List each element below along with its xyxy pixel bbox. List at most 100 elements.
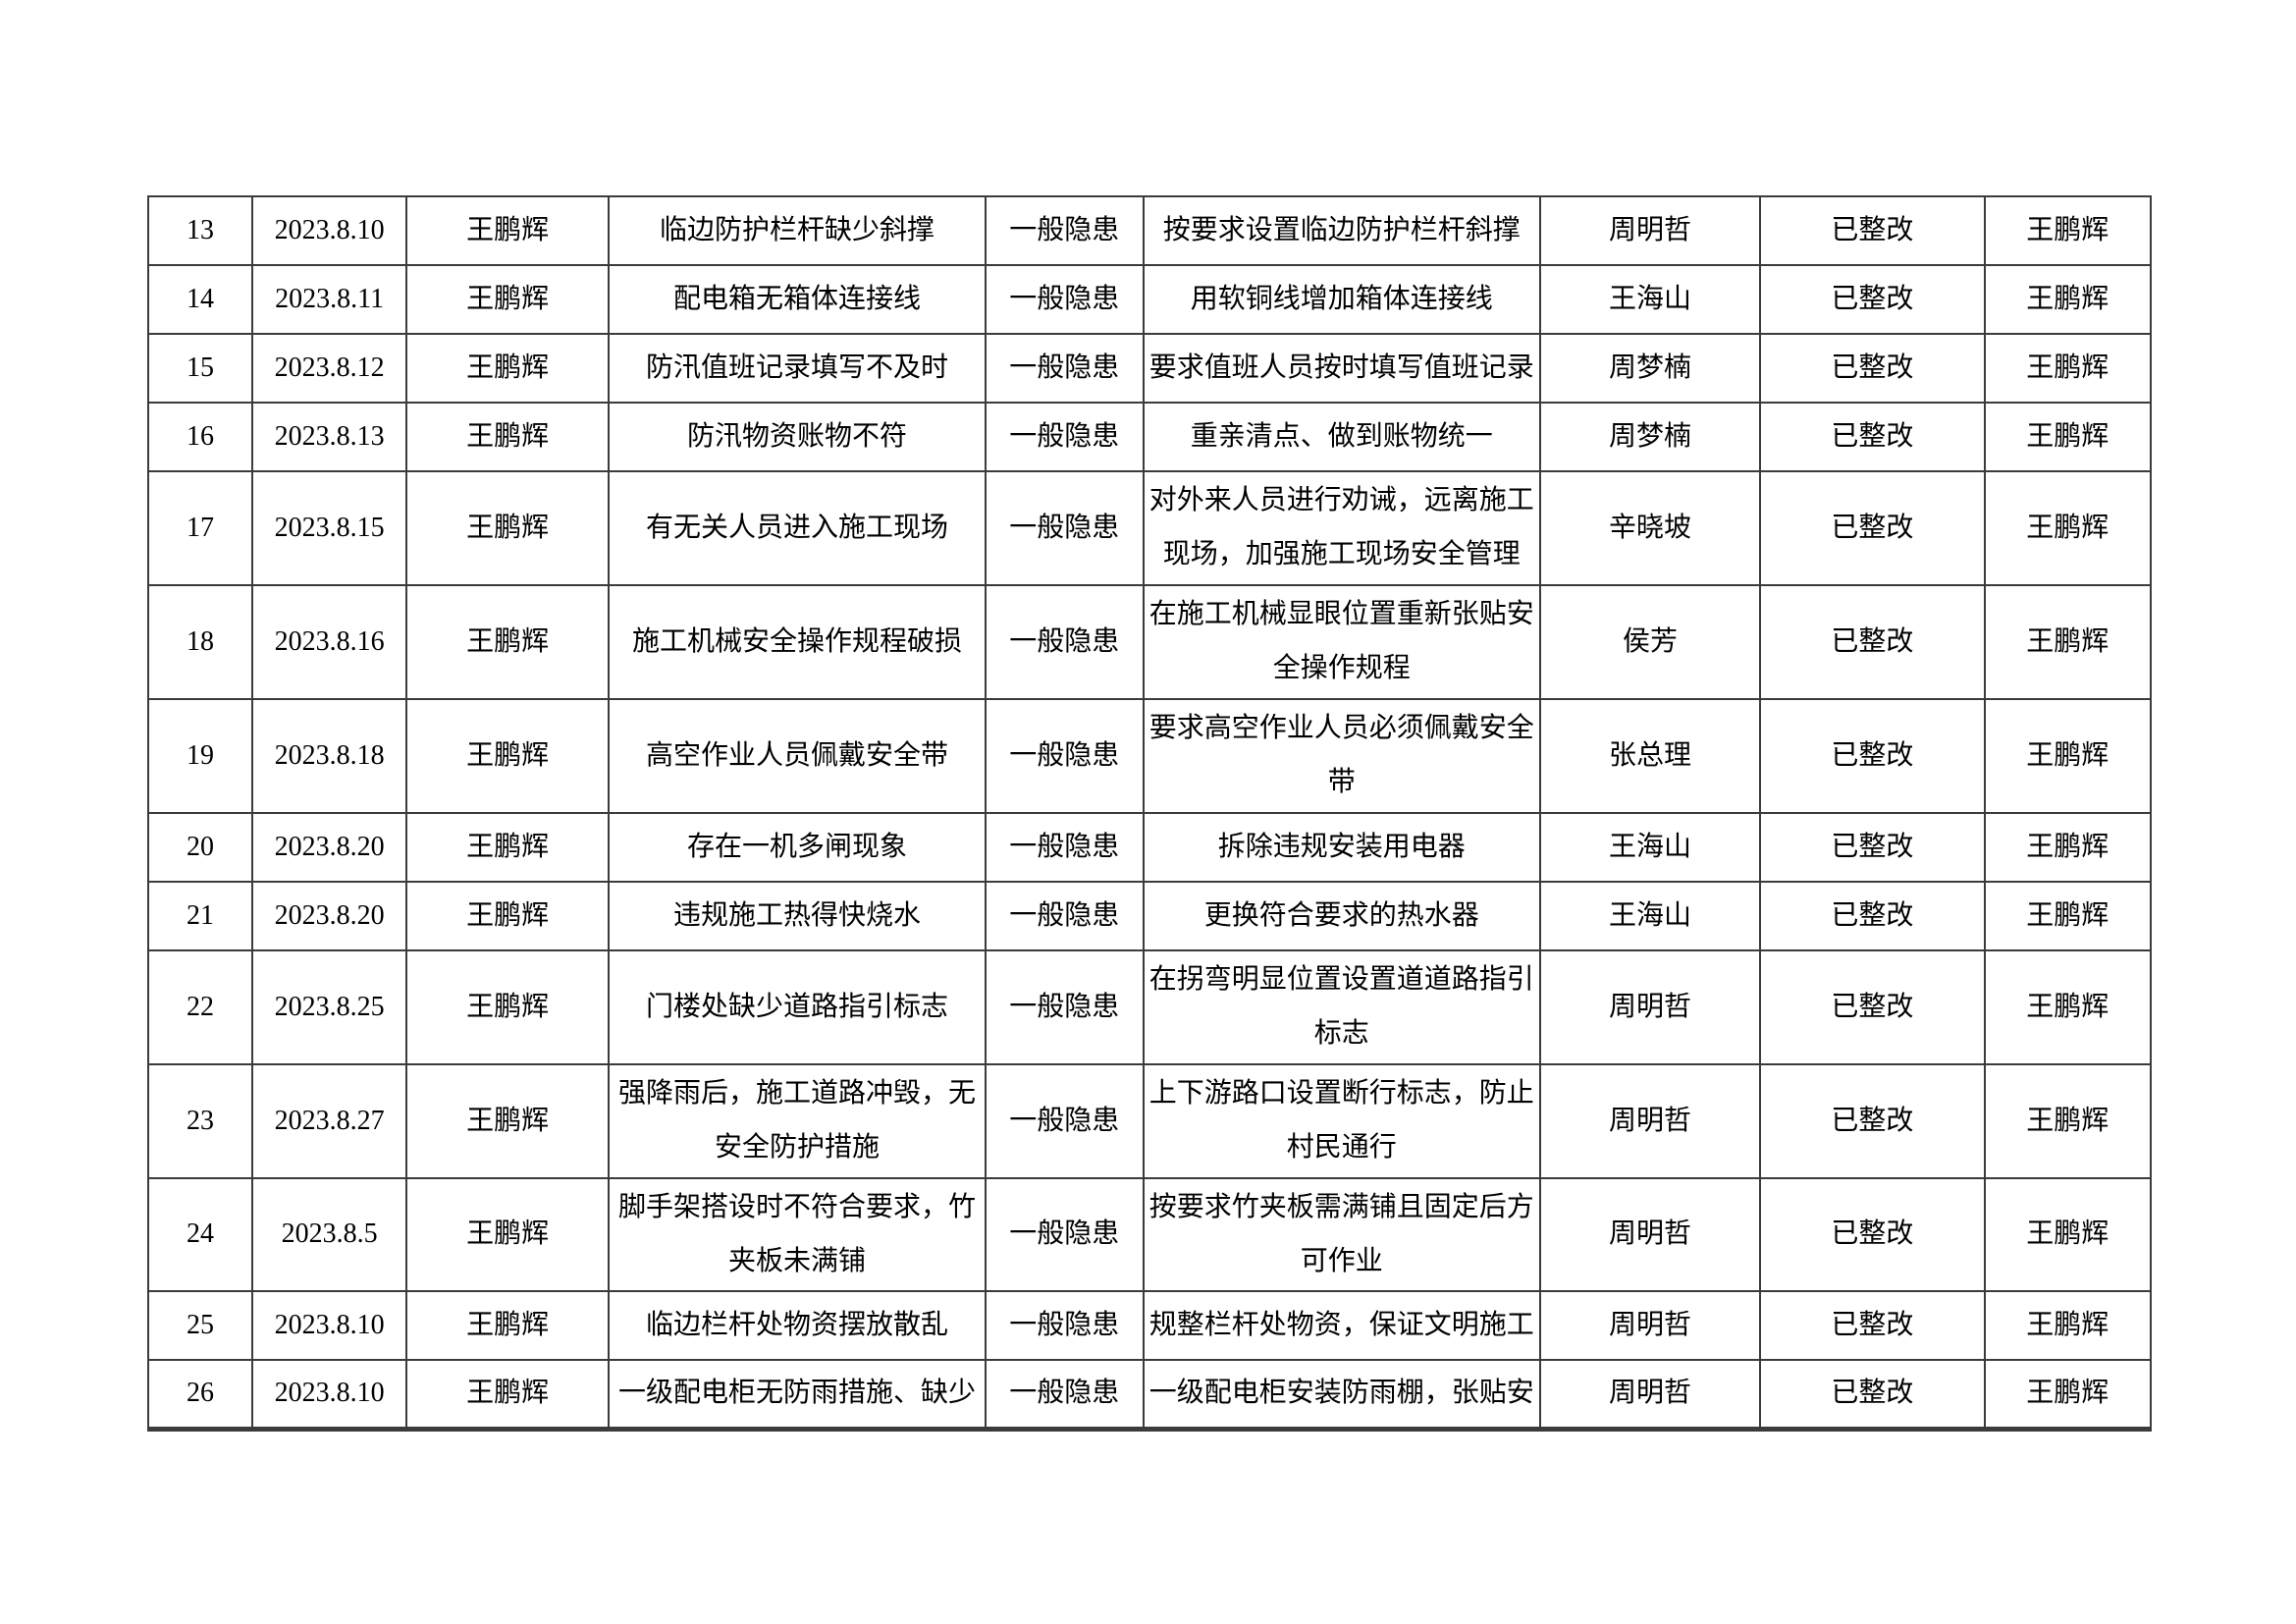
cell-rectification-measure: 拆除违规安装用电器 [1142, 812, 1541, 883]
cell-rectification-status: 已整改 [1759, 470, 1986, 586]
cell-check-date: 2023.8.27 [251, 1063, 408, 1179]
cell-hazard-description: 配电箱无箱体连接线 [608, 264, 987, 335]
cell-hazard-level: 一般隐患 [984, 264, 1145, 335]
cell-row-number: 16 [146, 402, 254, 472]
cell-row-number: 15 [146, 333, 254, 404]
cell-inspector: 王鹏辉 [405, 333, 611, 404]
cell-inspector: 王鹏辉 [405, 812, 611, 883]
cell-rectification-status: 已整改 [1759, 1290, 1986, 1362]
cell-rectification-measure: 要求高空作业人员必须佩戴安全带 [1142, 698, 1541, 814]
cell-row-number: 25 [146, 1290, 254, 1362]
cell-hazard-description: 违规施工热得快烧水 [608, 881, 987, 951]
cell-check-date: 2023.8.10 [251, 1290, 408, 1362]
cell-responsible-person: 周明哲 [1538, 1290, 1762, 1362]
table-row: 19 2023.8.18 王鹏辉 高空作业人员佩戴安全带 一般隐患 要求高空作业… [146, 698, 2153, 814]
cell-rectification-status: 已整改 [1759, 1063, 1986, 1179]
cell-check-date: 2023.8.10 [251, 1359, 408, 1432]
cell-check-date: 2023.8.25 [251, 949, 408, 1065]
cell-hazard-description: 有无关人员进入施工现场 [608, 470, 987, 586]
cell-check-date: 2023.8.10 [251, 195, 408, 266]
cell-hazard-description: 防汛值班记录填写不及时 [608, 333, 987, 404]
cell-inspector: 王鹏辉 [405, 402, 611, 472]
table-row: 16 2023.8.13 王鹏辉 防汛物资账物不符 一般隐患 重亲清点、做到账物… [146, 402, 2153, 472]
cell-inspector: 王鹏辉 [405, 264, 611, 335]
cell-verifier: 王鹏辉 [1983, 812, 2153, 883]
cell-verifier: 王鹏辉 [1983, 584, 2153, 700]
cell-verifier: 王鹏辉 [1983, 195, 2153, 266]
cell-verifier: 王鹏辉 [1983, 881, 2153, 951]
table-row: 24 2023.8.5 王鹏辉 脚手架搭设时不符合要求，竹夹板未满铺 一般隐患 … [146, 1176, 2153, 1293]
cell-hazard-level: 一般隐患 [984, 1290, 1145, 1362]
cell-hazard-level: 一般隐患 [984, 1176, 1145, 1293]
table-row: 26 2023.8.10 王鹏辉 一级配电柜无防雨措施、缺少 一般隐患 一级配电… [146, 1359, 2153, 1432]
cell-row-number: 23 [146, 1063, 254, 1179]
cell-verifier: 王鹏辉 [1983, 949, 2153, 1065]
cell-check-date: 2023.8.18 [251, 698, 408, 814]
cell-responsible-person: 周梦楠 [1538, 402, 1762, 472]
cell-rectification-status: 已整改 [1759, 1359, 1986, 1432]
cell-hazard-level: 一般隐患 [984, 402, 1145, 472]
table-row: 17 2023.8.15 王鹏辉 有无关人员进入施工现场 一般隐患 对外来人员进… [146, 470, 2153, 586]
cell-row-number: 22 [146, 949, 254, 1065]
cell-inspector: 王鹏辉 [405, 1063, 611, 1179]
cell-rectification-measure: 更换符合要求的热水器 [1142, 881, 1541, 951]
hazard-log-table: 13 2023.8.10 王鹏辉 临边防护栏杆缺少斜撑 一般隐患 按要求设置临边… [146, 195, 2153, 1432]
cell-check-date: 2023.8.11 [251, 264, 408, 335]
cell-hazard-level: 一般隐患 [984, 1359, 1145, 1432]
cell-rectification-measure: 用软铜线增加箱体连接线 [1142, 264, 1541, 335]
cell-rectification-measure: 在施工机械显眼位置重新张贴安全操作规程 [1142, 584, 1541, 700]
cell-verifier: 王鹏辉 [1983, 470, 2153, 586]
cell-hazard-description: 临边栏杆处物资摆放散乱 [608, 1290, 987, 1362]
cell-verifier: 王鹏辉 [1983, 1290, 2153, 1362]
cell-responsible-person: 周明哲 [1538, 195, 1762, 266]
cell-responsible-person: 侯芳 [1538, 584, 1762, 700]
table-row: 14 2023.8.11 王鹏辉 配电箱无箱体连接线 一般隐患 用软铜线增加箱体… [146, 264, 2153, 335]
cell-rectification-status: 已整改 [1759, 1176, 1986, 1293]
cell-inspector: 王鹏辉 [405, 1176, 611, 1293]
cell-hazard-level: 一般隐患 [984, 812, 1145, 883]
cell-inspector: 王鹏辉 [405, 881, 611, 951]
cell-row-number: 19 [146, 698, 254, 814]
cell-check-date: 2023.8.20 [251, 881, 408, 951]
cell-row-number: 14 [146, 264, 254, 335]
cell-rectification-measure: 上下游路口设置断行标志，防止村民通行 [1142, 1063, 1541, 1179]
cell-hazard-description: 施工机械安全操作规程破损 [608, 584, 987, 700]
cell-responsible-person: 张总理 [1538, 698, 1762, 814]
cell-check-date: 2023.8.12 [251, 333, 408, 404]
cell-rectification-measure: 重亲清点、做到账物统一 [1142, 402, 1541, 472]
cell-responsible-person: 周明哲 [1538, 949, 1762, 1065]
table-row: 13 2023.8.10 王鹏辉 临边防护栏杆缺少斜撑 一般隐患 按要求设置临边… [146, 195, 2153, 266]
cell-hazard-description: 存在一机多闸现象 [608, 812, 987, 883]
cell-responsible-person: 周明哲 [1538, 1359, 1762, 1432]
cell-rectification-measure: 对外来人员进行劝诫，远离施工现场，加强施工现场安全管理 [1142, 470, 1541, 586]
cell-rectification-status: 已整改 [1759, 264, 1986, 335]
cell-inspector: 王鹏辉 [405, 1290, 611, 1362]
cell-inspector: 王鹏辉 [405, 1359, 611, 1432]
cell-hazard-description: 防汛物资账物不符 [608, 402, 987, 472]
cell-verifier: 王鹏辉 [1983, 402, 2153, 472]
cell-rectification-status: 已整改 [1759, 812, 1986, 883]
cell-rectification-measure: 规整栏杆处物资，保证文明施工 [1142, 1290, 1541, 1362]
cell-rectification-status: 已整改 [1759, 195, 1986, 266]
table-row: 20 2023.8.20 王鹏辉 存在一机多闸现象 一般隐患 拆除违规安装用电器… [146, 812, 2153, 883]
cell-verifier: 王鹏辉 [1983, 264, 2153, 335]
cell-hazard-level: 一般隐患 [984, 195, 1145, 266]
cell-hazard-level: 一般隐患 [984, 698, 1145, 814]
cell-row-number: 17 [146, 470, 254, 586]
cell-hazard-description: 高空作业人员佩戴安全带 [608, 698, 987, 814]
cell-hazard-level: 一般隐患 [984, 1063, 1145, 1179]
cell-hazard-description: 一级配电柜无防雨措施、缺少 [608, 1359, 987, 1432]
cell-hazard-level: 一般隐患 [984, 881, 1145, 951]
table-row: 22 2023.8.25 王鹏辉 门楼处缺少道路指引标志 一般隐患 在拐弯明显位… [146, 949, 2153, 1065]
cell-hazard-level: 一般隐患 [984, 470, 1145, 586]
cell-verifier: 王鹏辉 [1983, 333, 2153, 404]
cell-verifier: 王鹏辉 [1983, 698, 2153, 814]
cell-responsible-person: 周明哲 [1538, 1063, 1762, 1179]
cell-verifier: 王鹏辉 [1983, 1063, 2153, 1179]
cell-rectification-measure: 在拐弯明显位置设置道道路指引标志 [1142, 949, 1541, 1065]
cell-check-date: 2023.8.20 [251, 812, 408, 883]
cell-rectification-status: 已整改 [1759, 402, 1986, 472]
cell-rectification-status: 已整改 [1759, 881, 1986, 951]
cell-row-number: 20 [146, 812, 254, 883]
cell-responsible-person: 辛晓坡 [1538, 470, 1762, 586]
